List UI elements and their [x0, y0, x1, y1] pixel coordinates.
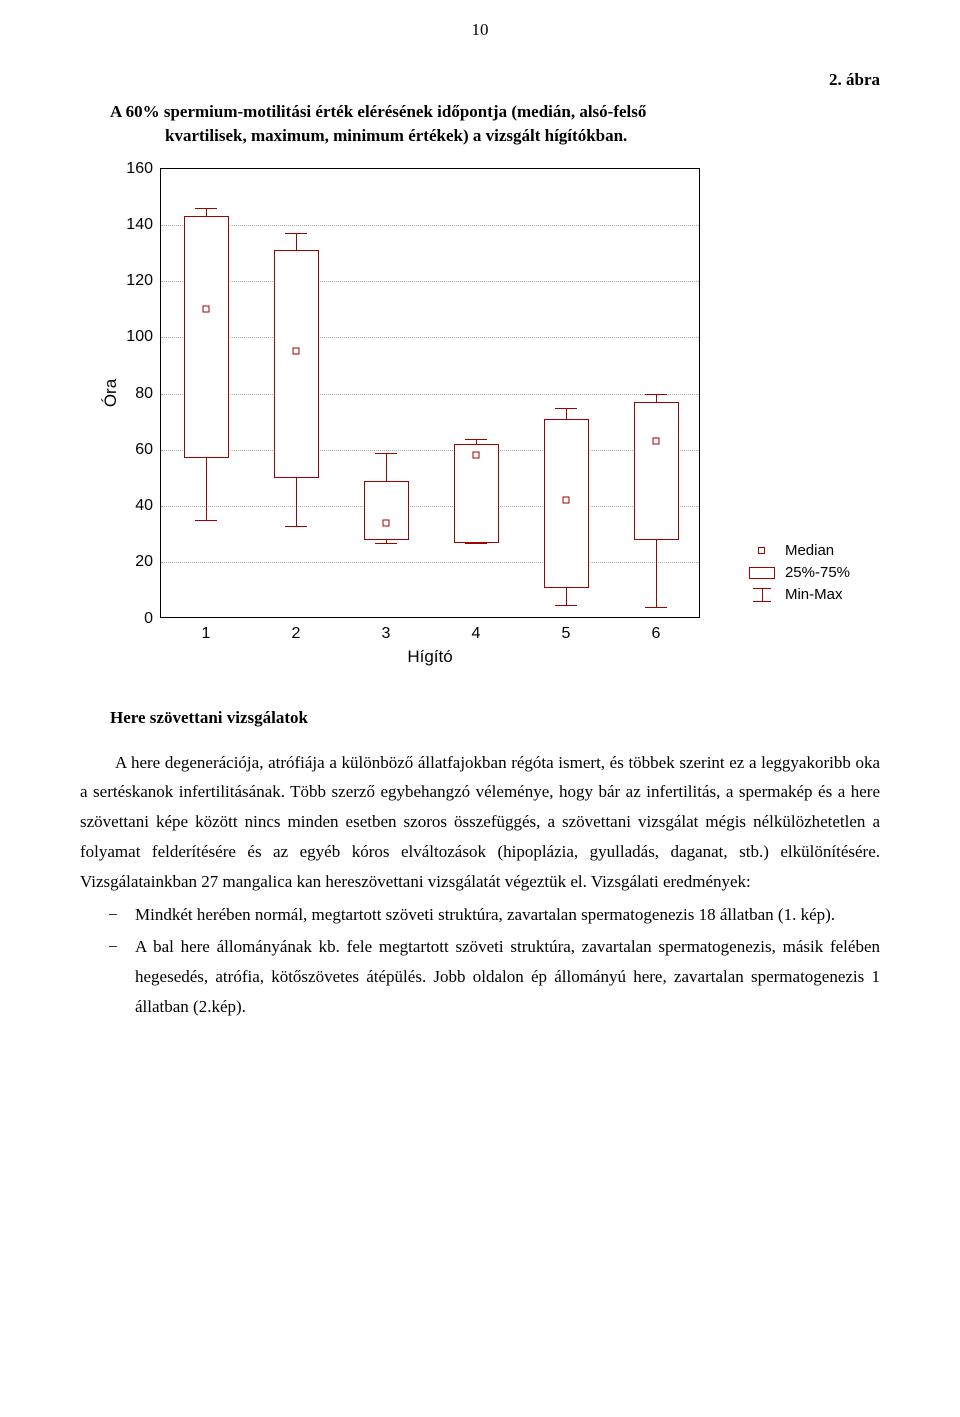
section-heading: Here szövettani vizsgálatok — [110, 708, 880, 728]
box — [184, 216, 229, 458]
figure-title-line2: kvartilisek, maximum, minimum értékek) a… — [165, 124, 880, 148]
legend-median-row: Median — [745, 542, 850, 560]
paragraph-text: A here degenerációja, atrófiája a különb… — [80, 748, 880, 897]
y-tick-label: 160 — [126, 160, 153, 178]
y-tick-label: 120 — [126, 272, 153, 290]
whisker-cap — [285, 526, 308, 527]
x-tick-label: 4 — [472, 625, 481, 643]
y-tick-label: 100 — [126, 328, 153, 346]
legend-box-icon — [745, 567, 779, 579]
whisker-cap — [645, 607, 668, 608]
median-marker — [203, 306, 210, 313]
legend-median-label: Median — [785, 542, 834, 559]
box — [454, 444, 499, 542]
x-tick-label: 5 — [562, 625, 571, 643]
legend-median-icon — [745, 547, 779, 554]
grid-line — [161, 394, 699, 395]
whisker-cap — [375, 543, 398, 544]
grid-line — [161, 281, 699, 282]
whisker-cap — [555, 605, 578, 606]
grid-line — [161, 562, 699, 563]
y-axis-title: Óra — [101, 378, 121, 406]
list-item: A bal here állományának kb. fele megtart… — [80, 932, 880, 1021]
list-item: Mindkét herében normál, megtartott szöve… — [80, 900, 880, 930]
legend-minmax-row: Min-Max — [745, 586, 850, 604]
whisker — [656, 394, 657, 402]
y-tick-label: 20 — [135, 553, 153, 571]
whisker — [296, 478, 297, 526]
box — [274, 250, 319, 478]
whisker-cap — [285, 233, 308, 234]
x-tick-label: 3 — [382, 625, 391, 643]
box — [634, 402, 679, 540]
y-tick-label: 60 — [135, 441, 153, 459]
figure-label: 2. ábra — [80, 70, 880, 90]
grid-line — [161, 506, 699, 507]
x-tick-label: 6 — [652, 625, 661, 643]
whisker — [206, 458, 207, 520]
y-tick-label: 80 — [135, 385, 153, 403]
x-axis-title: Hígító — [407, 647, 452, 667]
y-tick-label: 40 — [135, 497, 153, 515]
whisker — [206, 208, 207, 216]
median-marker — [473, 452, 480, 459]
whisker-cap — [645, 394, 668, 395]
whisker-cap — [195, 208, 218, 209]
page-number: 10 — [80, 20, 880, 40]
legend-minmax-label: Min-Max — [785, 586, 843, 603]
whisker-cap — [555, 408, 578, 409]
figure-title: A 60% spermium-motilitási érték elérésén… — [110, 100, 880, 148]
median-marker — [383, 519, 390, 526]
whisker — [656, 540, 657, 608]
grid-line — [161, 225, 699, 226]
legend-box-row: 25%-75% — [745, 564, 850, 582]
whisker-cap — [465, 543, 488, 544]
box — [364, 481, 409, 540]
whisker — [386, 453, 387, 481]
legend: Median 25%-75% Min-Max — [745, 542, 850, 608]
bullet-list: Mindkét herében normál, megtartott szöve… — [80, 900, 880, 1021]
legend-box-label: 25%-75% — [785, 564, 850, 581]
body-paragraph: A here degenerációja, atrófiája a különb… — [80, 748, 880, 897]
whisker — [296, 233, 297, 250]
y-tick-label: 0 — [144, 610, 153, 628]
median-marker — [653, 438, 660, 445]
figure-title-line1: A 60% spermium-motilitási érték elérésén… — [110, 102, 646, 121]
boxplot-chart: Óra Hígító 020406080100120140160123456 M… — [100, 158, 860, 678]
whisker — [566, 588, 567, 605]
y-tick-label: 140 — [126, 216, 153, 234]
x-tick-label: 1 — [202, 625, 211, 643]
whisker-cap — [465, 439, 488, 440]
median-marker — [563, 497, 570, 504]
whisker-cap — [195, 520, 218, 521]
x-tick-label: 2 — [292, 625, 301, 643]
median-marker — [293, 348, 300, 355]
whisker — [566, 408, 567, 419]
grid-line — [161, 337, 699, 338]
grid-line — [161, 450, 699, 451]
legend-whisker-icon — [745, 588, 779, 602]
plot-area: Óra Hígító 020406080100120140160123456 — [160, 168, 700, 618]
whisker-cap — [375, 453, 398, 454]
